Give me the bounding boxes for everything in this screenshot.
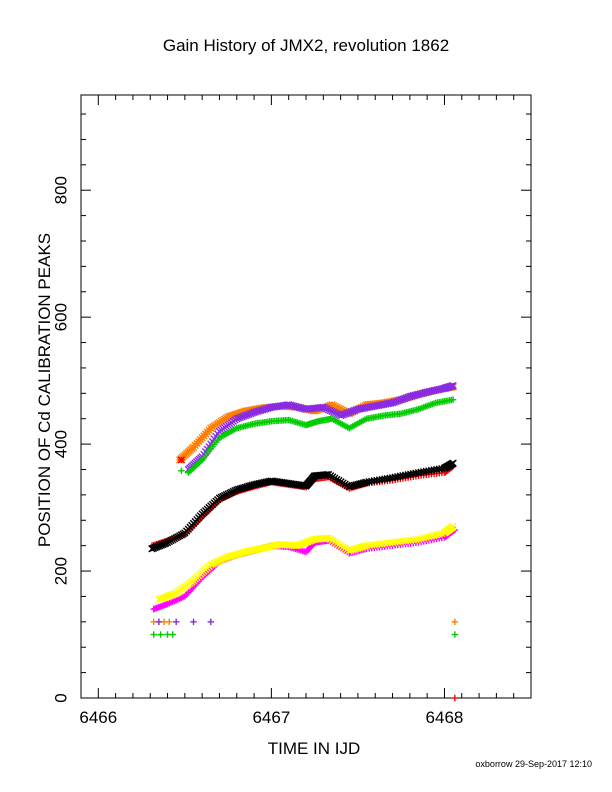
isolated-green-point (178, 467, 185, 474)
footer-timestamp: oxborrow 29-Sep-2017 12:10 (475, 759, 592, 769)
x-tick-label: 6468 (426, 708, 464, 727)
isolated-purple-point (172, 618, 180, 626)
series-yellow-point (427, 532, 436, 540)
series-black-point (449, 459, 457, 467)
x-tick-label: 6467 (252, 708, 290, 727)
isolated-green-point (150, 631, 157, 638)
y-tick-label: 0 (51, 693, 70, 702)
series-yellow-point (425, 533, 433, 541)
series-yellow-point (417, 534, 425, 543)
y-tick-label: 800 (51, 176, 70, 204)
x-axis-label: TIME IN IJD (268, 739, 361, 758)
series-yellow-point (419, 534, 428, 542)
isolated-green-point (157, 631, 164, 638)
series-yellow-point (435, 530, 443, 538)
series-yellow-point (414, 535, 423, 544)
series-yellow-point (170, 590, 179, 598)
isolated-purple-point (155, 618, 163, 626)
series-yellow-point (422, 533, 430, 542)
chart-title: Gain History of JMX2, revolution 1862 (162, 36, 450, 55)
series-purple-point (449, 382, 457, 390)
isolated-purple-point (207, 618, 215, 626)
series-yellow-point (449, 522, 457, 531)
data-marks (148, 382, 459, 702)
y-axis-label: POSITION OF Cd CALIBRATION PEAKS (35, 233, 54, 547)
isolated-red-point (451, 694, 459, 702)
isolated-orange-point (166, 618, 173, 626)
isolated-purple-point (190, 618, 197, 626)
series-green-point (197, 458, 204, 465)
isolated-green-point (451, 631, 459, 638)
series-yellow-point (432, 531, 441, 539)
x-tick-label: 6466 (79, 708, 117, 727)
y-tick-label: 200 (51, 557, 70, 585)
series-green-point (449, 396, 457, 403)
isolated-green-point (169, 631, 176, 638)
isolated-orange-point (451, 618, 459, 626)
series-yellow-point (430, 531, 438, 540)
isolated-red-point (177, 456, 186, 464)
y-tick-label: 600 (51, 303, 70, 331)
axes: 6466 6467 6468 0 200 400 600 800 (51, 94, 532, 727)
y-tick-label: 400 (51, 430, 70, 458)
plot-frame (80, 94, 532, 699)
